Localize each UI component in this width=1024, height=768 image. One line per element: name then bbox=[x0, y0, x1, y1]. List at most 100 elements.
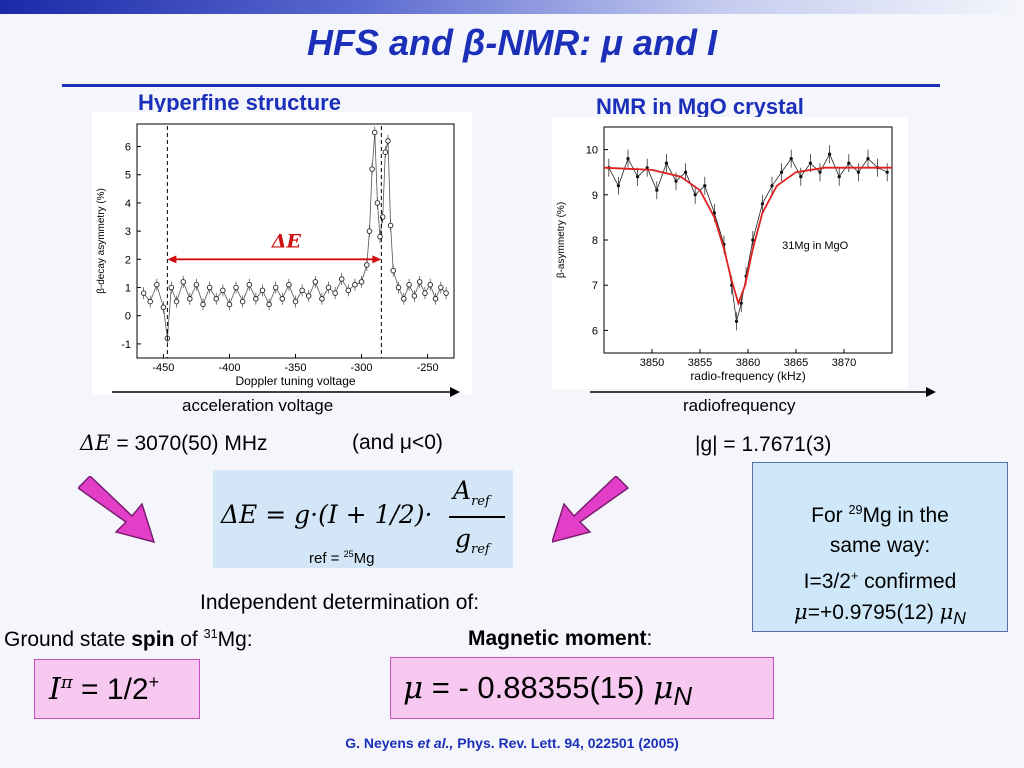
hfs-data-point bbox=[220, 287, 226, 294]
hfs-data-point bbox=[292, 298, 299, 305]
nmr-data-point bbox=[674, 179, 678, 183]
mg29-confirmed: confirmed bbox=[858, 570, 957, 593]
mg29-line1: For 29Mg in the bbox=[753, 495, 1007, 531]
nmr-data-point bbox=[770, 184, 774, 188]
hfs-ytick-label: 5 bbox=[125, 170, 131, 182]
moment-result-box: μ = - 0.88355(15) μN bbox=[390, 657, 774, 719]
hfs-data-point bbox=[253, 296, 259, 302]
hfs-data-point bbox=[312, 279, 319, 285]
hfs-data-point bbox=[233, 284, 239, 291]
nmr-data-point bbox=[734, 319, 739, 323]
mg29-line1-post: Mg in the bbox=[862, 504, 949, 527]
hfs-result: ΔE = 3070(50) MHz bbox=[80, 431, 268, 456]
nmr-data-point bbox=[837, 175, 841, 179]
spin-label-bold: spin bbox=[131, 628, 175, 651]
hfs-sign-note: (and μ<0) bbox=[352, 431, 443, 454]
nmr-annotation: 31Mg in MgO bbox=[782, 240, 848, 252]
nmr-ytick-label: 9 bbox=[592, 190, 598, 202]
formula-ref-label: ref = bbox=[309, 550, 344, 567]
mg29-line3: I=3/2+ confirmed bbox=[753, 561, 1007, 597]
hfs-yaxis-label: β-decay asymmetry (%) bbox=[96, 188, 107, 294]
nmr-arrow-caption: radiofrequency bbox=[683, 396, 796, 415]
nmr-ytick-label: 7 bbox=[592, 280, 598, 292]
hfs-ytick-label: 0 bbox=[125, 311, 131, 323]
nmr-data-point bbox=[739, 301, 743, 305]
mg29-mu-unit: μ bbox=[939, 600, 954, 624]
hfs-data-point bbox=[160, 304, 167, 311]
hfs-data-point bbox=[266, 301, 272, 308]
nmr-chart-svg: 3850 3855 3860 3865 3870 6 7 8 9 10 radio-frequenc… bbox=[556, 126, 893, 383]
hfs-data-point bbox=[416, 279, 423, 285]
moment-label-bold: Magnetic moment bbox=[468, 627, 647, 650]
hfs-data-point bbox=[432, 296, 439, 302]
nmr-data-point bbox=[808, 161, 812, 165]
hfs-direction-arrow bbox=[112, 387, 460, 397]
formula-ref-note: ref = 25Mg bbox=[309, 549, 374, 567]
mg29-spin: I=3/2 bbox=[803, 570, 851, 593]
nmr-ytick-label: 10 bbox=[586, 145, 598, 157]
spin-result-box: Iπ = 1/2+ bbox=[34, 659, 200, 719]
slide-title: HFS and β-NMR: μ and I bbox=[306, 22, 718, 63]
hfs-data-point bbox=[154, 281, 160, 288]
hfs-formula-box: ΔE = g·(I + 1/2)· Aref gref ref = 25Mg bbox=[213, 470, 513, 568]
hfs-ytick-label: 1 bbox=[125, 283, 131, 295]
delta-e-label: ΔE bbox=[271, 230, 302, 252]
hfs-data-line bbox=[143, 132, 447, 339]
nmr-panel-title: NMR in MgO crystal bbox=[596, 94, 804, 119]
hfs-data-point bbox=[406, 281, 412, 288]
nmr-xtick-label: 3850 bbox=[640, 357, 664, 369]
nmr-xtick-label: 3855 bbox=[688, 357, 712, 369]
formula-ref-isotope: Mg bbox=[353, 550, 375, 567]
mg29-line1-pre: For bbox=[811, 504, 849, 527]
hfs-plot: -450 -400 -350 -300 -250 -1 0 1 2 3 4 5 6 Doppler tun… bbox=[92, 112, 472, 394]
hfs-ytick-label: 2 bbox=[125, 254, 131, 266]
moment-label: Magnetic moment: bbox=[468, 627, 652, 651]
hfs-xtick-label: -450 bbox=[152, 362, 174, 374]
formula-denominator: gref bbox=[455, 524, 490, 557]
nmr-data-point bbox=[693, 193, 697, 197]
formula-denominator-sub: ref bbox=[471, 542, 490, 557]
spin-label-post: Mg: bbox=[217, 628, 253, 651]
moment-result: μ = - 0.88355(15) μN bbox=[403, 670, 692, 712]
conclusion-heading: Independent determination of: bbox=[200, 591, 480, 614]
hfs-ytick-label: -1 bbox=[121, 339, 131, 351]
hfs-data-point bbox=[168, 284, 175, 291]
nmr-plot: 3850 3855 3860 3865 3870 6 7 8 9 10 radio-frequenc… bbox=[552, 117, 908, 389]
nmr-data-point bbox=[751, 238, 755, 242]
moment-result-sub: N bbox=[673, 683, 693, 712]
nmr-direction-arrow bbox=[590, 387, 936, 397]
nmr-data-point bbox=[616, 184, 620, 188]
hfs-panel-title: Hyperfine structure bbox=[138, 90, 341, 115]
moment-result-unit: μ bbox=[653, 670, 674, 706]
mg29-line2: same way: bbox=[829, 534, 931, 557]
mg29-parity: + bbox=[850, 569, 859, 583]
hfs-ytick-label: 4 bbox=[125, 198, 131, 210]
spin-result: Iπ = 1/2+ bbox=[49, 672, 159, 707]
hfs-xtick-label: -250 bbox=[417, 362, 439, 374]
right-pink-arrow bbox=[552, 476, 630, 543]
delta-e-arrowhead-right bbox=[372, 255, 382, 264]
hfs-chart-svg: -450 -400 -350 -300 -250 -1 0 1 2 3 4 5 6 Doppler tun… bbox=[96, 123, 455, 388]
hfs-xtick-label: -350 bbox=[284, 362, 306, 374]
nmr-data-point bbox=[636, 175, 640, 179]
hfs-data-point bbox=[390, 267, 396, 274]
hfs-data-point bbox=[305, 293, 312, 299]
nmr-ytick-label: 6 bbox=[592, 325, 598, 337]
hfs-data-point bbox=[180, 279, 186, 285]
left-pink-arrow bbox=[78, 476, 156, 544]
hfs-data-point bbox=[382, 149, 389, 155]
hfs-data-point bbox=[372, 129, 378, 136]
hfs-xaxis-label: Doppler tuning voltage bbox=[235, 374, 355, 388]
nmr-data-point bbox=[626, 157, 630, 161]
nmr-yaxis-label: β-asymmetry (%) bbox=[556, 202, 567, 278]
hfs-data-point bbox=[279, 296, 286, 302]
title-underline bbox=[62, 84, 940, 87]
hfs-data-point bbox=[206, 284, 213, 291]
mg29-line4: μ=+0.9795(12) μN bbox=[753, 597, 1007, 633]
formula-ref-mass: 25 bbox=[343, 549, 354, 559]
hfs-data-point bbox=[332, 290, 338, 296]
nmr-data-point bbox=[645, 166, 649, 170]
spin-result-parity: + bbox=[148, 672, 160, 692]
nmr-data-point bbox=[828, 152, 832, 156]
formula-denominator-symbol: g bbox=[455, 524, 472, 553]
